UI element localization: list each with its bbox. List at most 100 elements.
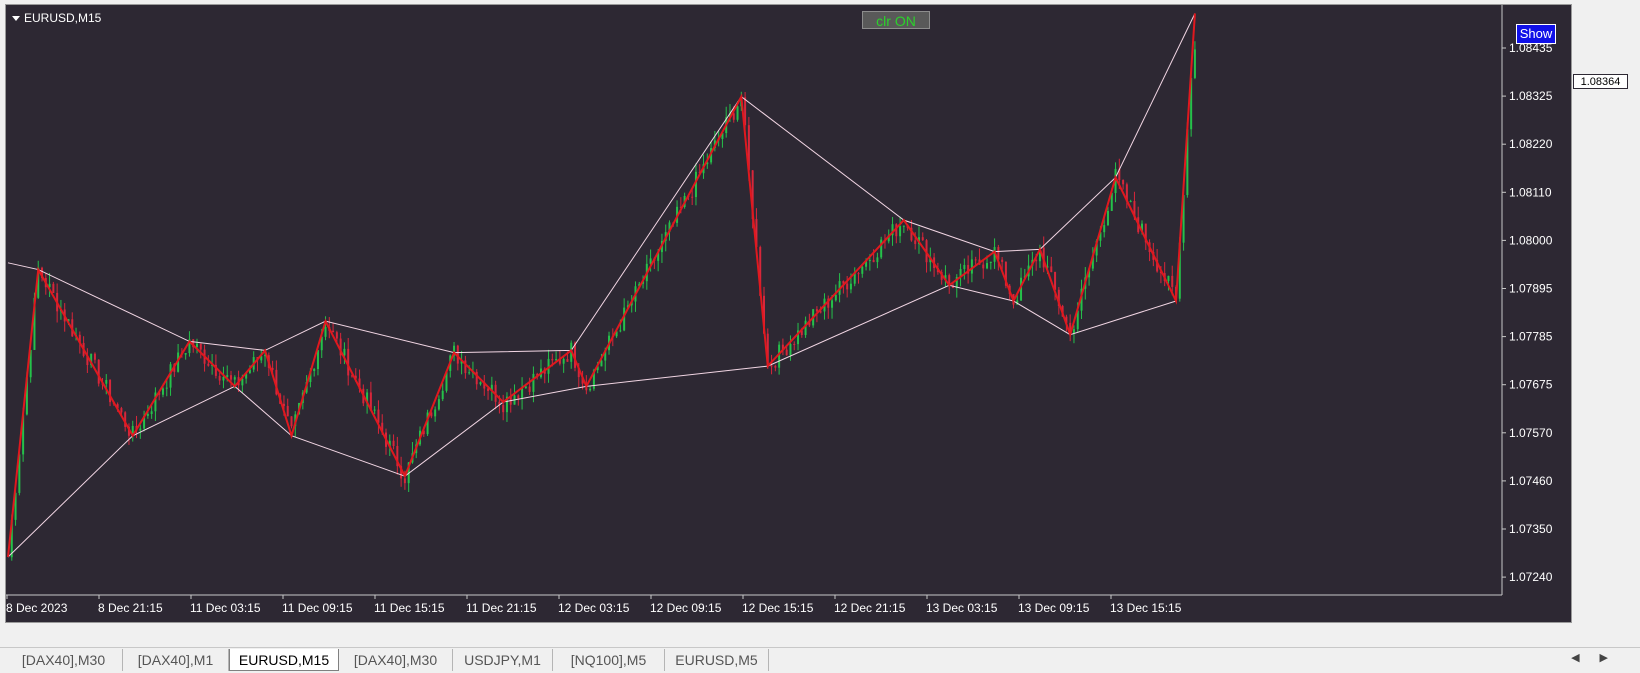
candle-body [127, 426, 130, 436]
candle-body [207, 363, 210, 366]
price-tick-label: 1.08325 [1509, 89, 1553, 103]
candle-body [751, 170, 754, 220]
candle-body [41, 267, 44, 278]
candle-body [982, 264, 985, 269]
candle-body [426, 412, 429, 435]
candle-body [1182, 195, 1185, 243]
candle-body [581, 377, 584, 384]
candle-body [139, 428, 142, 431]
candle-body [90, 353, 93, 366]
time-tick-label: 12 Dec 15:15 [742, 601, 814, 615]
candle-body [286, 405, 289, 417]
candle-body [819, 311, 822, 313]
chart-tab[interactable]: [NQ100],M5 [553, 649, 665, 671]
candle-body [679, 206, 682, 208]
candle-body [834, 294, 837, 301]
candle-body [403, 478, 406, 484]
candle-body [853, 273, 856, 284]
scroll-right-icon[interactable]: ▶ [1599, 652, 1628, 664]
chart-tab[interactable]: [DAX40],M1 [123, 649, 229, 671]
candle-body [963, 264, 966, 270]
candle-body [222, 376, 225, 381]
candle-body [997, 247, 1000, 260]
candle-body [468, 372, 471, 374]
candle-body [887, 235, 890, 242]
candle-body [437, 399, 440, 410]
candle-body [555, 359, 558, 361]
scroll-left-icon[interactable]: ◀ [1571, 652, 1600, 664]
candle-body [770, 365, 773, 367]
candle-body [316, 350, 319, 370]
candle-body [1080, 288, 1083, 311]
candle-body [955, 277, 958, 288]
candle-body [547, 358, 550, 374]
candle-body [815, 309, 818, 312]
candle-body [214, 364, 217, 376]
candle-body [78, 334, 81, 343]
candle-body [532, 373, 535, 392]
candle-body [623, 307, 626, 331]
price-chart[interactable]: 1.08435 1.08325 1.08220 1.08110 1.08000 1.078… [6, 5, 1573, 624]
candle-body [10, 519, 13, 558]
show-button[interactable]: Show [1516, 24, 1556, 44]
candle-body [747, 125, 750, 171]
candle-body [381, 422, 384, 433]
channel-lines [7, 13, 1196, 558]
symbol-label[interactable]: EURUSD,M15 [12, 11, 101, 25]
candle-body [109, 379, 112, 403]
candle-body [849, 283, 852, 290]
chart-tab[interactable]: USDJPY,M1 [453, 649, 553, 671]
candle-body [290, 416, 293, 427]
candle-body [25, 377, 28, 415]
candle-body [422, 430, 425, 435]
candle-body [551, 358, 554, 361]
candle-body [1091, 255, 1094, 269]
clr-toggle-button[interactable]: clr ON [862, 11, 930, 29]
candle-body [211, 364, 214, 366]
candle-body [324, 326, 327, 337]
time-tick-label: 13 Dec 15:15 [1110, 601, 1182, 615]
tab-scroll-arrows[interactable]: ◀▶ [1571, 651, 1628, 664]
candle-body [1046, 266, 1049, 268]
candle-body [766, 333, 769, 366]
candle-body [1076, 310, 1079, 330]
candle-body [1099, 232, 1102, 241]
candle-body [615, 331, 618, 337]
candle-body [970, 259, 973, 274]
candle-body [14, 492, 17, 520]
chart-tab[interactable]: EURUSD,M15 [229, 649, 339, 671]
candle-body [105, 379, 108, 384]
chart-tab[interactable]: EURUSD,M5 [665, 649, 769, 671]
candle-body [797, 330, 800, 345]
candle-body [657, 252, 660, 261]
price-tick-label: 1.08220 [1509, 137, 1553, 151]
collapse-triangle-icon[interactable] [12, 15, 20, 21]
candle-body [445, 370, 448, 391]
candle-body [400, 466, 403, 479]
candle-body [1118, 168, 1121, 181]
chart-tab[interactable]: [DAX40],M30 [5, 649, 123, 671]
candle-body [891, 224, 894, 236]
candle-body [282, 403, 285, 406]
candle-body [524, 386, 527, 389]
chart-tab[interactable]: [DAX40],M30 [339, 649, 453, 671]
candle-body [1178, 242, 1181, 299]
candle-body [1069, 322, 1072, 334]
candle-body [804, 320, 807, 336]
candle-body [1004, 261, 1007, 286]
channel-lower-line [7, 284, 1177, 558]
candle-body [343, 348, 346, 356]
price-tick-label: 1.07785 [1509, 330, 1553, 344]
candle-body [759, 247, 762, 296]
candle-body [744, 97, 747, 126]
candle-body [29, 349, 32, 378]
chart-window[interactable]: 1.08435 1.08325 1.08220 1.08110 1.08000 1.078… [0, 0, 1640, 646]
candle-body [1122, 180, 1125, 185]
candle-body [1088, 268, 1091, 278]
candle-body [366, 392, 369, 404]
candle-body [528, 386, 531, 392]
candle-body [347, 348, 350, 376]
candle-body [86, 355, 89, 366]
candle-body [271, 367, 274, 370]
chart-plot-area[interactable]: 1.08435 1.08325 1.08220 1.08110 1.08000 1.078… [5, 4, 1572, 623]
